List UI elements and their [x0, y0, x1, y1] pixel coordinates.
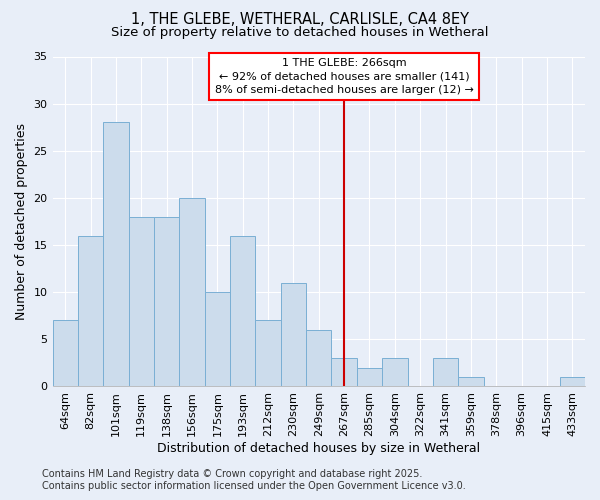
Bar: [357, 368, 382, 386]
Bar: [306, 330, 331, 386]
Bar: [205, 292, 230, 386]
Bar: [458, 377, 484, 386]
Bar: [433, 358, 458, 386]
Text: Size of property relative to detached houses in Wetheral: Size of property relative to detached ho…: [111, 26, 489, 39]
Bar: [281, 283, 306, 387]
Text: 1 THE GLEBE: 266sqm
← 92% of detached houses are smaller (141)
8% of semi-detach: 1 THE GLEBE: 266sqm ← 92% of detached ho…: [215, 58, 473, 95]
Bar: [230, 236, 256, 386]
Text: Contains HM Land Registry data © Crown copyright and database right 2025.
Contai: Contains HM Land Registry data © Crown c…: [42, 470, 466, 491]
Bar: [78, 236, 103, 386]
Bar: [331, 358, 357, 386]
X-axis label: Distribution of detached houses by size in Wetheral: Distribution of detached houses by size …: [157, 442, 481, 455]
Bar: [382, 358, 407, 386]
Bar: [256, 320, 281, 386]
Bar: [154, 217, 179, 386]
Bar: [179, 198, 205, 386]
Bar: [560, 377, 585, 386]
Y-axis label: Number of detached properties: Number of detached properties: [15, 123, 28, 320]
Bar: [103, 122, 128, 386]
Text: 1, THE GLEBE, WETHERAL, CARLISLE, CA4 8EY: 1, THE GLEBE, WETHERAL, CARLISLE, CA4 8E…: [131, 12, 469, 28]
Bar: [53, 320, 78, 386]
Bar: [128, 217, 154, 386]
